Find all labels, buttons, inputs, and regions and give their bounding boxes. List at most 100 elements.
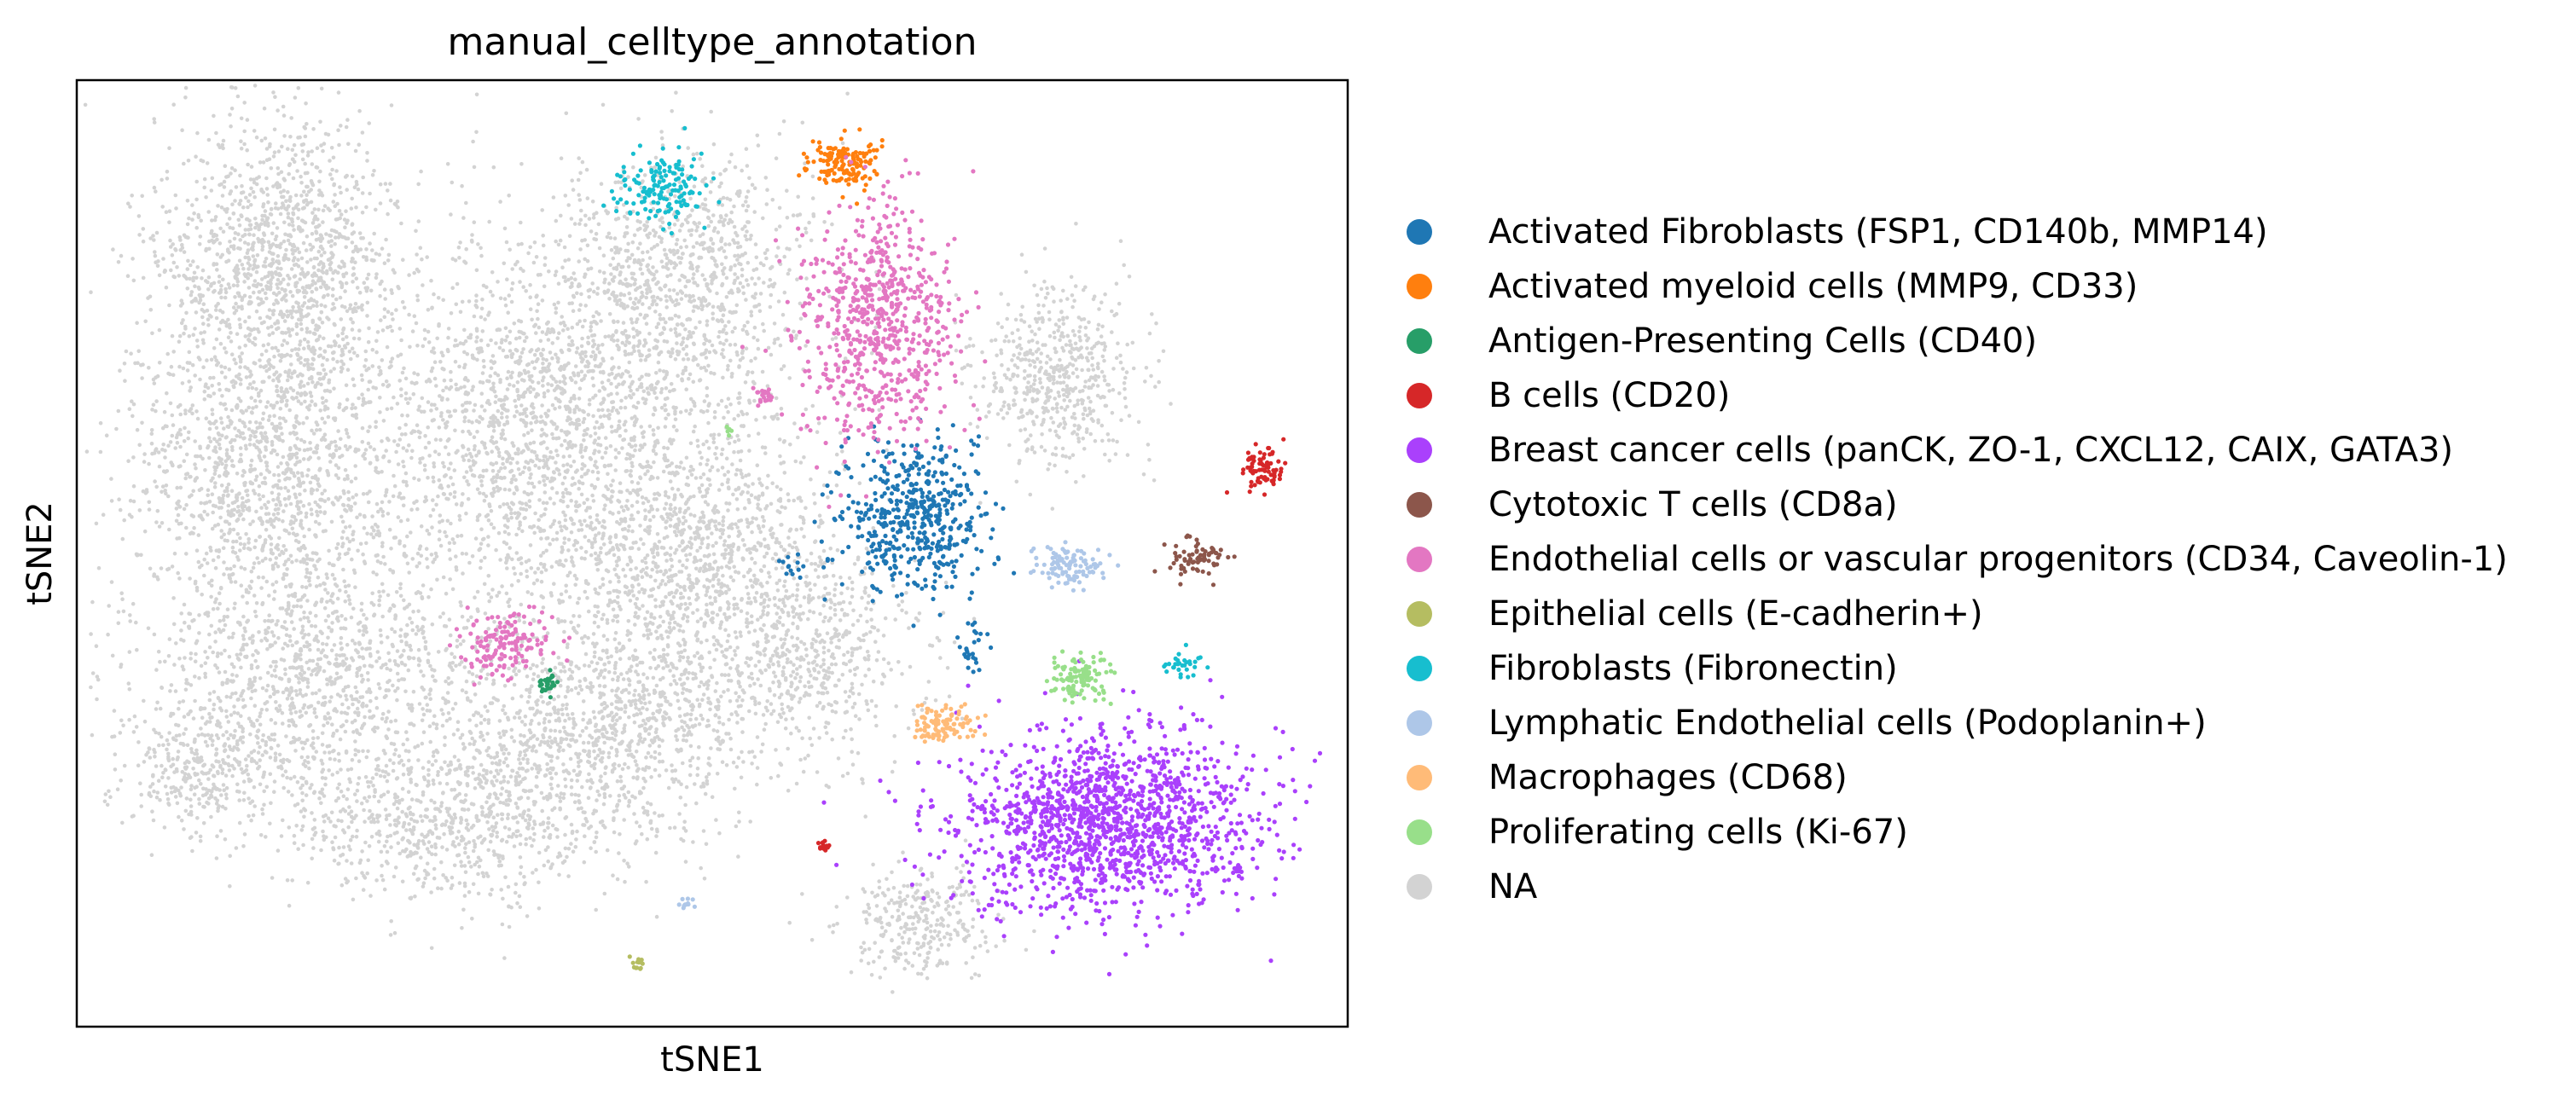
scatter-point	[345, 879, 351, 883]
scatter-point	[167, 220, 171, 225]
scatter-point	[437, 537, 442, 541]
scatter-point	[188, 361, 192, 366]
scatter-point	[229, 85, 235, 90]
scatter-point	[181, 318, 185, 322]
scatter-point	[331, 155, 336, 160]
scatter-point	[307, 286, 312, 290]
scatter-point	[270, 630, 275, 634]
scatter-point	[345, 551, 350, 556]
scatter-point	[318, 510, 323, 514]
scatter-point	[247, 541, 251, 545]
scatter-point	[164, 285, 169, 290]
scatter-point	[227, 573, 231, 577]
scatter-point	[386, 211, 390, 217]
scatter-point	[336, 333, 340, 339]
scatter-point	[253, 688, 258, 693]
scatter-point	[330, 611, 335, 616]
scatter-point	[382, 261, 387, 266]
scatter-point	[395, 649, 400, 653]
scatter-point	[222, 615, 227, 619]
scatter-point	[281, 239, 287, 244]
scatter-point	[210, 412, 215, 417]
scatter-point	[345, 796, 350, 802]
scatter-point	[545, 446, 549, 451]
scatter-point	[174, 507, 179, 511]
scatter-point	[150, 451, 154, 456]
scatter-point	[241, 437, 246, 441]
scatter-point	[247, 218, 252, 223]
scatter-point	[258, 364, 263, 369]
scatter-point	[509, 511, 513, 516]
scatter-point	[404, 640, 409, 645]
scatter-point	[447, 663, 452, 668]
scatter-point	[283, 287, 287, 292]
scatter-point	[222, 179, 227, 184]
scatter-point	[245, 600, 250, 605]
scatter-point	[343, 662, 347, 666]
scatter-point	[339, 646, 345, 651]
scatter-point	[313, 533, 318, 538]
scatter-point	[185, 235, 189, 240]
scatter-point	[446, 327, 451, 331]
scatter-point	[221, 618, 226, 622]
scatter-point	[220, 394, 224, 398]
scatter-point	[228, 884, 232, 889]
scatter-point	[415, 744, 421, 748]
scatter-point	[218, 182, 222, 188]
scatter-point	[380, 383, 386, 387]
scatter-point	[342, 217, 347, 222]
scatter-point	[255, 665, 260, 670]
scatter-point	[301, 421, 305, 426]
scatter-point	[531, 387, 536, 391]
scatter-point	[248, 369, 252, 373]
scatter-point	[466, 828, 471, 832]
scatter-point	[241, 634, 246, 638]
scatter-point	[261, 263, 266, 269]
scatter-point	[397, 541, 402, 546]
scatter-point	[268, 643, 273, 647]
scatter-point	[181, 366, 186, 371]
scatter-point	[258, 399, 263, 404]
scatter-point	[343, 467, 348, 472]
scatter-point	[300, 286, 305, 290]
scatter-point	[472, 742, 476, 746]
scatter-point	[310, 399, 314, 404]
scatter-point	[477, 420, 482, 425]
scatter-point	[245, 507, 250, 512]
scatter-point	[189, 683, 194, 687]
scatter-point	[499, 838, 504, 843]
scatter-point	[453, 815, 458, 820]
scatter-point	[264, 176, 269, 181]
scatter-point	[525, 914, 530, 918]
scatter-point	[154, 189, 158, 194]
scatter-point	[419, 800, 423, 804]
scatter-point	[377, 656, 382, 660]
scatter-point	[431, 560, 436, 564]
scatter-point	[444, 648, 448, 652]
scatter-point	[448, 633, 453, 638]
scatter-point	[283, 206, 287, 211]
scatter-point	[200, 268, 206, 273]
scatter-point	[300, 584, 305, 589]
scatter-point	[325, 599, 329, 605]
scatter-point	[322, 489, 328, 493]
scatter-point	[499, 792, 503, 796]
scatter-points	[83, 84, 1323, 994]
scatter-point	[433, 845, 438, 850]
scatter-point	[441, 873, 445, 877]
scatter-point	[210, 229, 214, 234]
scatter-point	[303, 161, 308, 166]
scatter-point	[331, 846, 335, 850]
scatter-point	[299, 256, 305, 261]
scatter-point	[363, 819, 367, 824]
scatter-point	[205, 309, 210, 313]
scatter-point	[350, 327, 355, 332]
scatter-point	[420, 594, 425, 599]
scatter-point	[418, 591, 423, 595]
scatter-point	[128, 619, 132, 623]
scatter-point	[425, 872, 429, 877]
scatter-point	[326, 816, 331, 820]
scatter-point	[131, 257, 135, 261]
scatter-point	[209, 594, 213, 599]
scatter-point	[368, 445, 373, 449]
